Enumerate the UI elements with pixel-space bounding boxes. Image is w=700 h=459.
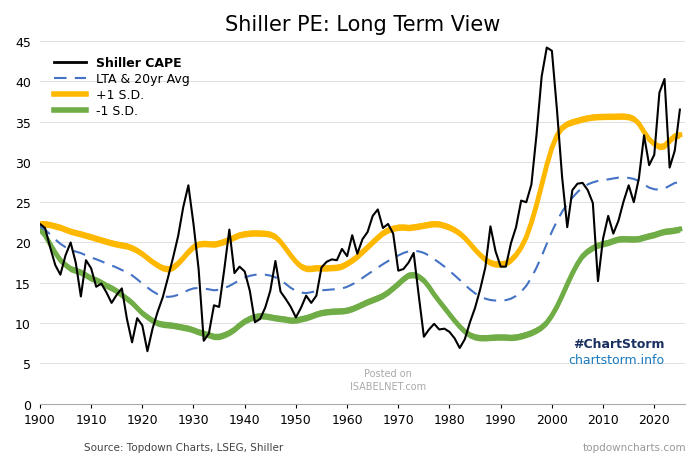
Legend: Shiller CAPE, LTA & 20yr Avg, +1 S.D., -1 S.D.: Shiller CAPE, LTA & 20yr Avg, +1 S.D., -… [50, 52, 195, 123]
Text: ISABELNET.com: ISABELNET.com [350, 381, 426, 391]
Text: chartstorm.info: chartstorm.info [568, 353, 664, 366]
Text: Source: Topdown Charts, LSEG, Shiller: Source: Topdown Charts, LSEG, Shiller [84, 442, 284, 452]
Title: Shiller PE: Long Term View: Shiller PE: Long Term View [225, 15, 500, 35]
Text: topdowncharts.com: topdowncharts.com [582, 442, 686, 452]
Text: #ChartStorm: #ChartStorm [573, 337, 664, 350]
Text: Posted on: Posted on [364, 368, 412, 378]
